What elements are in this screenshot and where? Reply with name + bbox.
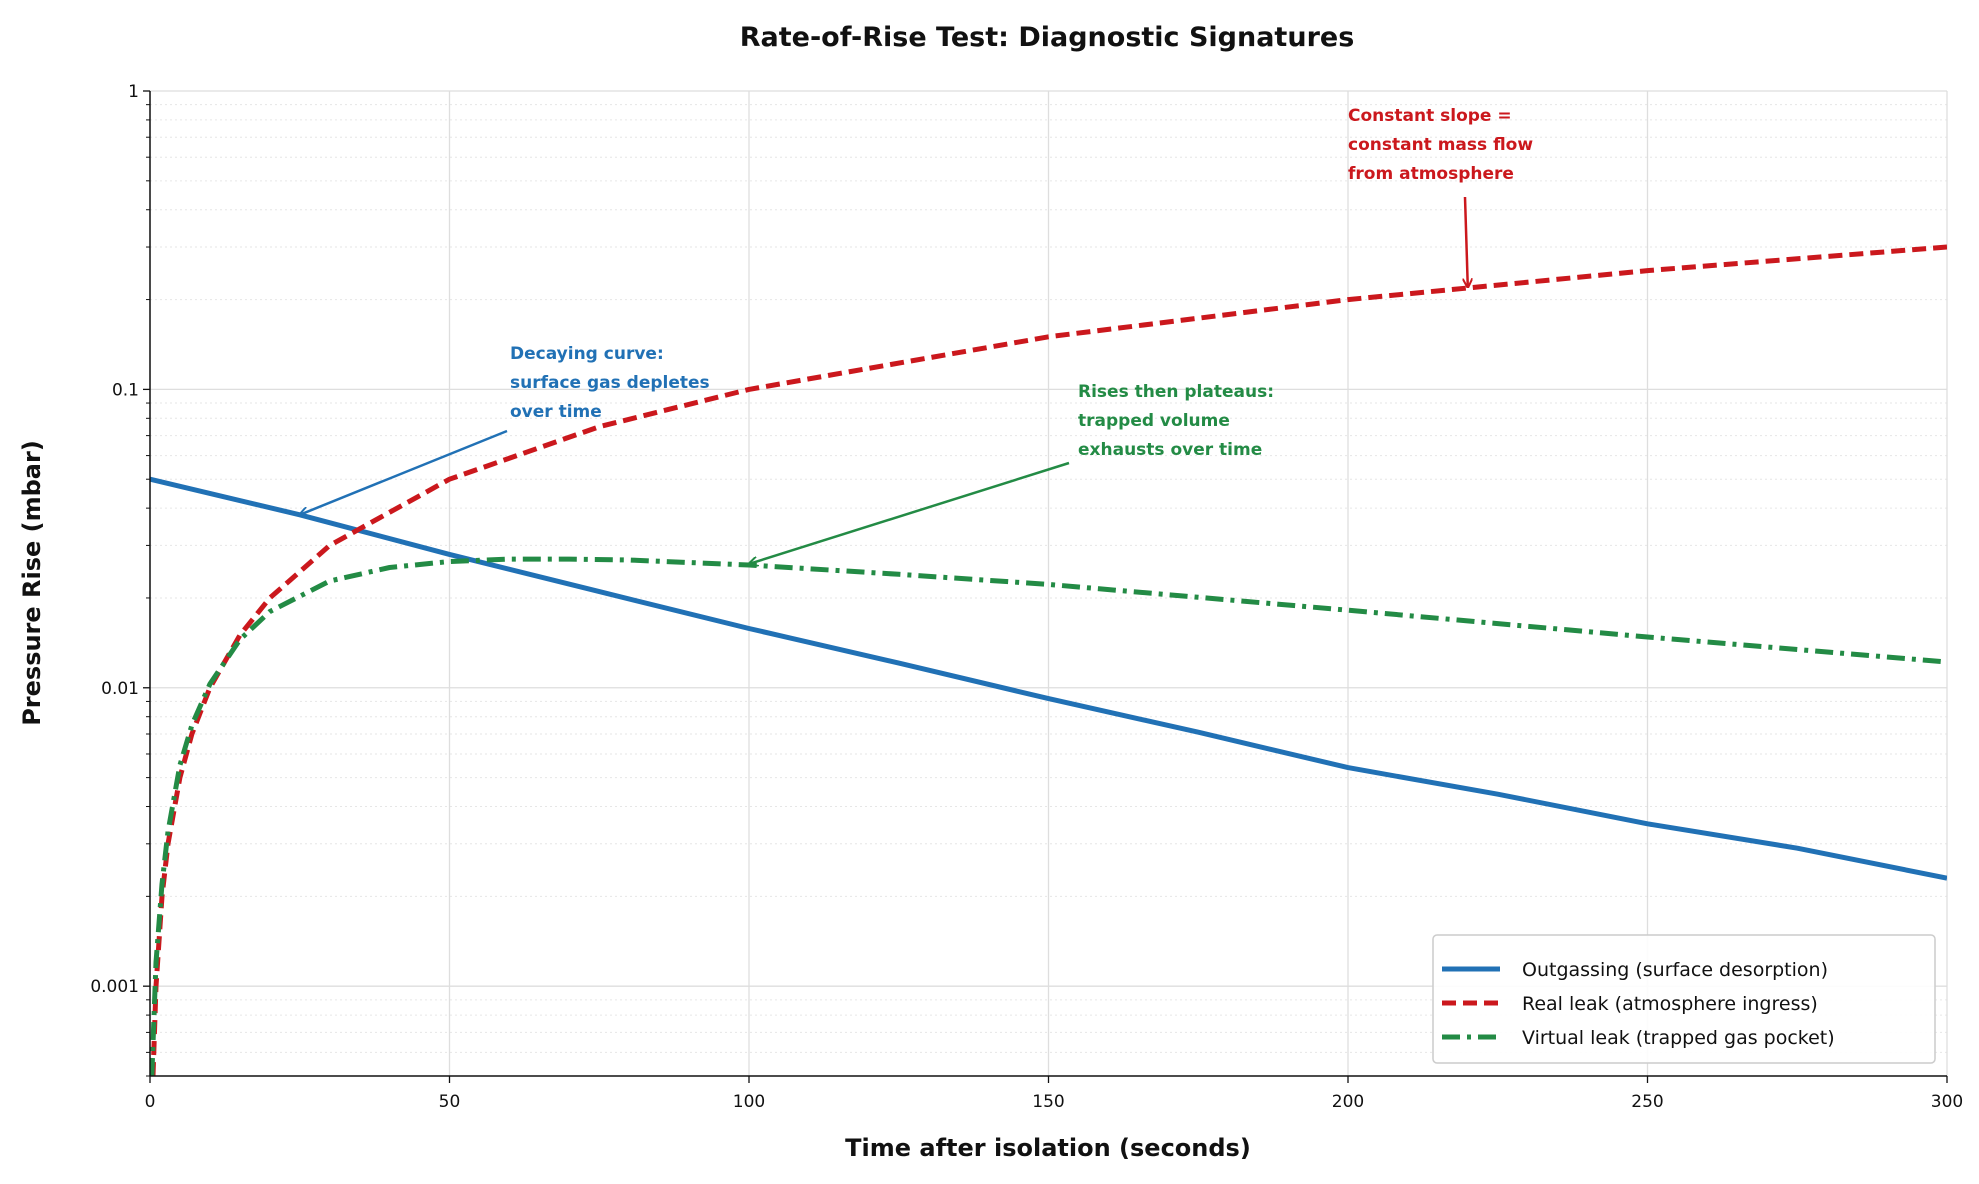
axes: 0.001 0.01 0.1 1 0 50 100 150 200 250 300	[90, 82, 1963, 1112]
x-tick-label: 300	[1931, 1092, 1963, 1112]
series-line-1	[150, 244, 1947, 1076]
annotation-arrow	[749, 461, 1070, 564]
y-tick-label: 0.1	[112, 380, 139, 400]
y-axis-label: Pressure Rise (mbar)	[18, 440, 46, 726]
grid	[149, 90, 1948, 1077]
chart-title: Rate-of-Rise Test: Diagnostic Signatures	[740, 22, 1355, 53]
annotation-text: from atmosphere	[1348, 164, 1514, 184]
annotations: Constant slope = constant mass flow from a…	[300, 106, 1533, 564]
series-line-0	[150, 476, 1947, 881]
annotation-text: surface gas depletes	[510, 373, 710, 393]
x-tick-label: 100	[733, 1092, 765, 1112]
annotation-text: trapped volume	[1078, 411, 1230, 431]
annotation-text: exhausts over time	[1078, 440, 1262, 460]
x-tick-label: 250	[1631, 1092, 1663, 1112]
annotation-text: Rises then plateaus:	[1078, 382, 1274, 402]
legend-label: Real leak (atmosphere ingress)	[1522, 993, 1818, 1015]
y-tick-label: 0.001	[90, 977, 139, 997]
y-tick-label: 0.01	[101, 679, 139, 699]
y-tick-label: 1	[128, 82, 139, 102]
annotation-text: constant mass flow	[1348, 135, 1533, 155]
x-tick-label: 200	[1332, 1092, 1364, 1112]
x-axis-label: Time after isolation (seconds)	[845, 1134, 1251, 1162]
legend: Outgassing (surface desorption) Real leak…	[1432, 934, 1936, 1064]
x-tick-label: 150	[1032, 1092, 1064, 1112]
series-line-2	[150, 556, 1947, 1076]
legend-box	[1432, 934, 1936, 1064]
legend-label: Virtual leak (trapped gas pocket)	[1522, 1027, 1835, 1049]
annotation-text: over time	[510, 402, 602, 422]
legend-label: Outgassing (surface desorption)	[1522, 959, 1828, 981]
x-tick-label: 50	[439, 1092, 461, 1112]
annotation-arrow	[1465, 196, 1468, 287]
annotation-text: Constant slope =	[1348, 106, 1512, 126]
annotation-arrow	[300, 429, 508, 515]
annotation-text: Decaying curve:	[510, 344, 664, 364]
x-tick-label: 0	[145, 1092, 156, 1112]
series-lines	[150, 244, 1947, 1076]
